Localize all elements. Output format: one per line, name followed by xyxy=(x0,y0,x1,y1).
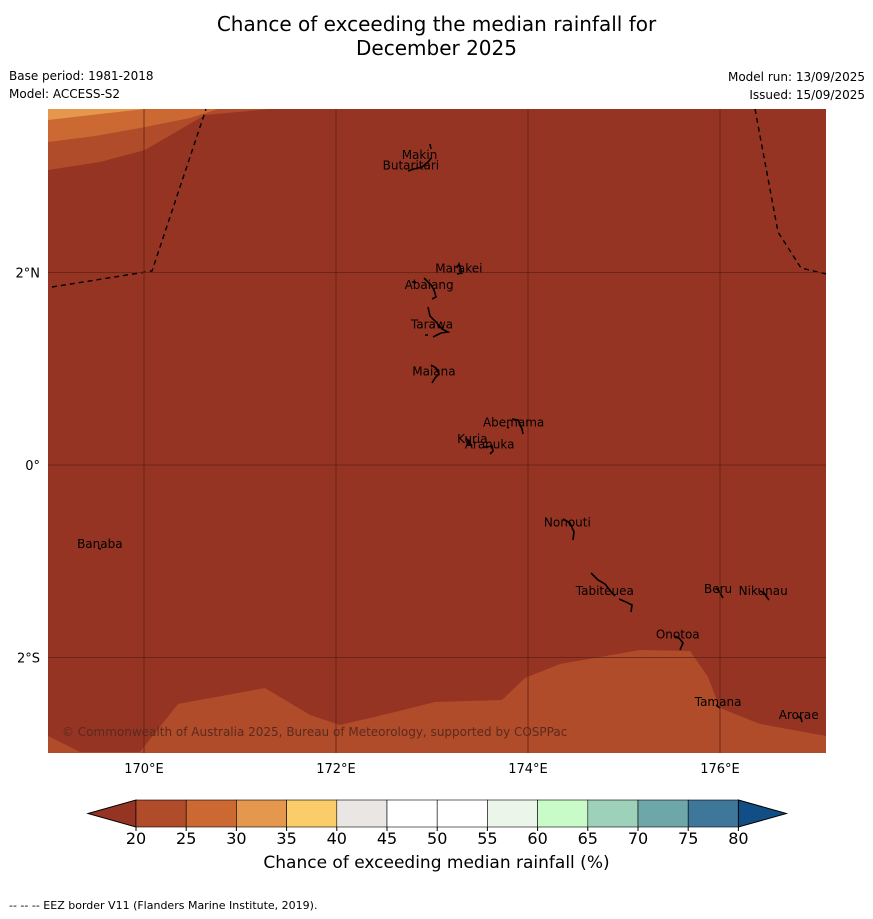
place-label: Kuria xyxy=(457,432,488,446)
place-label: Nikunau xyxy=(739,584,788,598)
coast-banaba xyxy=(97,547,102,550)
coast-makin xyxy=(429,143,432,150)
colorbar-tick-label: 45 xyxy=(377,829,397,848)
place-label: Tarawa xyxy=(410,317,453,331)
y-tick-label: 2°S xyxy=(17,652,40,667)
title-line-2: December 2025 xyxy=(356,36,517,60)
model-run: Model run: 13/09/2025 xyxy=(727,70,865,84)
colorbar-tick-label: 50 xyxy=(427,829,447,848)
meta-left: Base period: 1981-2018 Model: ACCESS-S2 xyxy=(9,67,154,103)
place-label: Butaritari xyxy=(383,158,440,172)
x-tick-label: 172°E xyxy=(316,762,356,777)
zone-25-30-nw xyxy=(48,109,218,142)
place-label: Tamana xyxy=(694,695,742,709)
colorbar-segment xyxy=(436,799,488,828)
eez-borders xyxy=(51,108,827,288)
place-label: Tabiteuea xyxy=(575,584,634,598)
colorbar-segment xyxy=(537,799,589,828)
eez-footnote: -- -- -- EEZ border V11 (Flanders Marine… xyxy=(9,899,318,912)
place-label: Marakei xyxy=(435,261,482,275)
place-label: Aranuka xyxy=(465,438,515,452)
coast-kuria xyxy=(465,437,473,447)
colorbar-tick-label: 25 xyxy=(176,829,196,848)
place-label: Beru xyxy=(704,582,732,596)
colorbar-tick-label: 35 xyxy=(276,829,296,848)
coast-marakei xyxy=(456,261,464,275)
legend-title: Chance of exceeding median rainfall (%) xyxy=(263,853,610,873)
colorbar-segment xyxy=(185,799,237,828)
colorbar-tick-label: 60 xyxy=(527,829,547,848)
x-tick-label: 176°E xyxy=(700,762,740,777)
coast-maiana xyxy=(430,364,440,384)
coast-abaiang xyxy=(412,277,437,300)
place-label: Nonouti xyxy=(544,516,591,530)
colorbar-tick-label: 65 xyxy=(578,829,598,848)
y-tick-label: 0° xyxy=(25,459,40,474)
place-label: Abaiang xyxy=(405,278,454,292)
colorbar-segment xyxy=(637,799,689,828)
map-title: Chance of exceeding the median rainfall … xyxy=(0,12,873,60)
eez-border-east xyxy=(754,108,827,275)
colorbar-segment xyxy=(135,799,187,828)
coast-butaritari xyxy=(407,157,432,172)
colorbar-segment xyxy=(386,799,438,828)
coast-nikunau xyxy=(759,590,770,601)
colorbar: 20 25 30 35 40 45 50 55 60 65 70 75 80 xyxy=(86,799,789,848)
coast-onotoa xyxy=(673,635,684,651)
colorbar-arrow-low xyxy=(86,799,137,828)
colorbar-segment xyxy=(336,799,388,828)
colorbar-tick-label: 20 xyxy=(126,829,146,848)
place-label: Maiana xyxy=(412,364,455,378)
place-label: Banaba xyxy=(77,537,123,551)
place-label: Arorae xyxy=(779,708,819,722)
place-label: Makin xyxy=(402,148,438,162)
colorbar-tick-label: 30 xyxy=(226,829,246,848)
colorbar-arrow-high xyxy=(737,799,789,828)
map-background-lt20 xyxy=(48,109,826,753)
coast-nonouti xyxy=(562,518,575,541)
colorbar-segment xyxy=(487,799,538,828)
colorbar-tick-label: 70 xyxy=(628,829,648,848)
coast-tarawa xyxy=(425,306,451,338)
eez-border-west xyxy=(51,108,207,288)
gridlines xyxy=(48,109,826,753)
colorbar-tick-label: 80 xyxy=(728,829,748,848)
copyright-text: © Commonwealth of Australia 2025, Bureau… xyxy=(62,725,567,739)
colorbar-tick-label: 55 xyxy=(477,829,497,848)
colorbar-segment xyxy=(587,799,639,828)
x-tick-label: 174°E xyxy=(508,762,548,777)
coast-arorae xyxy=(796,715,803,723)
coastlines xyxy=(97,143,803,723)
title-line-1: Chance of exceeding the median rainfall … xyxy=(216,12,657,36)
coast-tabiteuea xyxy=(590,572,633,613)
colorbar-tick-label: 40 xyxy=(327,829,347,848)
x-tick-label: 170°E xyxy=(124,762,164,777)
colorbar-tick-label: 75 xyxy=(678,829,698,848)
zone-30-35-nw xyxy=(48,109,145,120)
zone-20-25-south xyxy=(48,650,826,753)
meta-right: Model run: 13/09/2025 Issued: 15/09/2025 xyxy=(728,68,865,104)
place-label: Onotoa xyxy=(656,627,700,641)
axis-labels: 170°E 172°E 174°E 176°E 2°N 0° 2°S xyxy=(16,266,740,777)
place-label: Abemama xyxy=(483,415,544,429)
coast-beru xyxy=(715,587,724,599)
model-name: Model: ACCESS-S2 xyxy=(9,87,121,101)
coast-tamana xyxy=(715,704,721,709)
colorbar-segment xyxy=(236,799,287,828)
colorbar-segment xyxy=(687,799,739,828)
base-period: Base period: 1981-2018 xyxy=(9,69,154,83)
issued-date: Issued: 15/09/2025 xyxy=(749,88,865,102)
colorbar-segment xyxy=(286,799,338,828)
coast-abemama xyxy=(506,418,524,435)
coast-aranuka xyxy=(483,445,494,455)
y-tick-label: 2°N xyxy=(16,266,41,281)
